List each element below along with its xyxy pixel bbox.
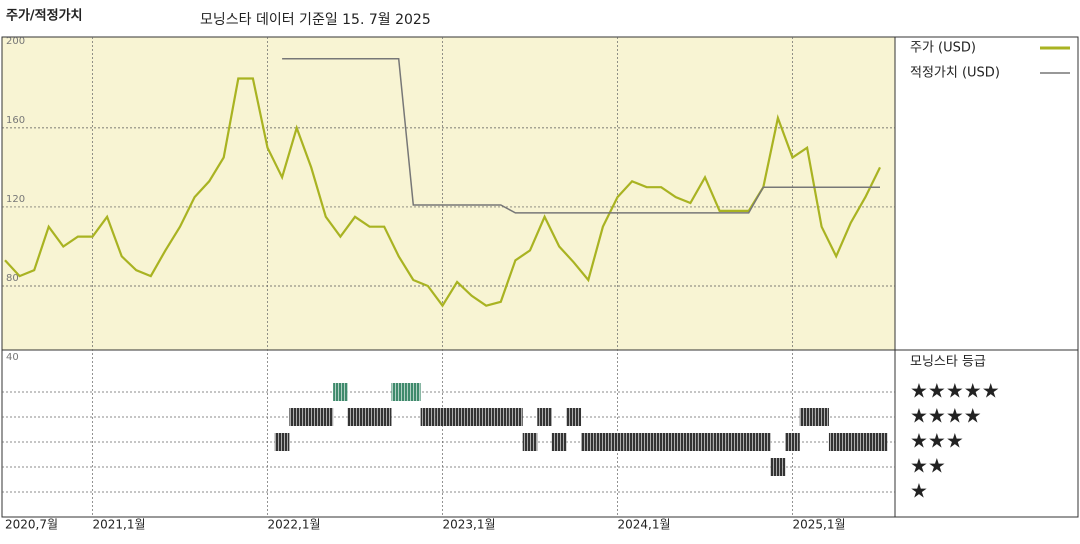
rating-stripe	[333, 383, 348, 401]
rating-stripe	[362, 408, 377, 426]
x-tick-label: 2025,1월	[792, 518, 845, 532]
price-panel	[2, 37, 895, 350]
rating-stripe	[581, 433, 596, 451]
rating-stripe	[566, 408, 582, 426]
rating-stripe	[303, 408, 319, 426]
chart-title: 주가/적정가치	[6, 8, 83, 24]
rating-stripe	[756, 433, 771, 451]
x-tick-label: 2023,1월	[442, 518, 495, 532]
rating-stripe	[406, 383, 421, 401]
rating-stripe	[872, 433, 888, 451]
rating-stripe	[551, 433, 567, 451]
rating-stripe	[668, 433, 684, 451]
rating-stripe	[828, 433, 844, 451]
rating-stripe	[653, 433, 669, 451]
rating-stripe	[858, 433, 873, 451]
legend-label: 적정가치 (USD)	[910, 66, 1000, 81]
x-tick-label: 2022,1월	[267, 518, 320, 532]
rating-label: ★★★★	[910, 404, 982, 428]
rating-stripe	[347, 408, 363, 426]
rating-stripe	[508, 408, 523, 426]
x-tick-label: 2024,1월	[617, 518, 670, 532]
rating-stripe	[741, 433, 757, 451]
rating-stripe	[624, 433, 640, 451]
x-tick-label: 2021,1월	[92, 518, 145, 532]
rating-stripe	[493, 408, 509, 426]
x-tick-label: 2020,7월	[5, 518, 58, 532]
rating-stripe	[595, 433, 611, 451]
rating-label: ★★	[910, 454, 946, 478]
legend-label: 주가 (USD)	[910, 41, 976, 56]
rating-stripe	[464, 408, 479, 426]
y-tick-label: 200	[6, 36, 25, 47]
rating-label: ★	[910, 479, 928, 503]
rating-stripe	[420, 408, 436, 426]
rating-stripe	[478, 408, 494, 426]
rating-stripe	[435, 408, 450, 426]
rating-stripe	[537, 408, 552, 426]
rating-label: ★★★	[910, 429, 964, 453]
series-line	[282, 58, 880, 214]
y-tick-label: 160	[6, 115, 25, 126]
rating-stripe	[697, 433, 713, 451]
rating-stripe	[274, 433, 290, 451]
rating-stripe	[683, 433, 698, 451]
y-tick-label: 40	[6, 352, 19, 363]
rating-stripe	[770, 458, 786, 476]
rating-stripe	[610, 433, 625, 451]
y-tick-label: 80	[6, 273, 19, 284]
rating-stripe	[318, 408, 334, 426]
chart-subtitle: 모닝스타 데이터 기준일 15. 7월 2025	[200, 12, 431, 28]
rating-stripe	[376, 408, 392, 426]
rating-stripe	[449, 408, 465, 426]
rating-stripe	[785, 433, 800, 451]
rating-stripe	[712, 433, 727, 451]
rating-stripe	[814, 408, 829, 426]
rating-label: ★★★★★	[910, 379, 1000, 403]
rating-stripe	[522, 433, 538, 451]
frame	[1, 36, 1079, 518]
rating-stripe	[799, 408, 815, 426]
rating-stripe	[843, 433, 859, 451]
series-line	[4, 77, 881, 308]
y-tick-label: 120	[6, 194, 25, 205]
rating-stripe	[726, 433, 742, 451]
rating-stripe	[639, 433, 654, 451]
rating-stripe	[289, 408, 304, 426]
rating-stripe	[391, 383, 407, 401]
rating-title: 모닝스타 등급	[910, 355, 986, 370]
